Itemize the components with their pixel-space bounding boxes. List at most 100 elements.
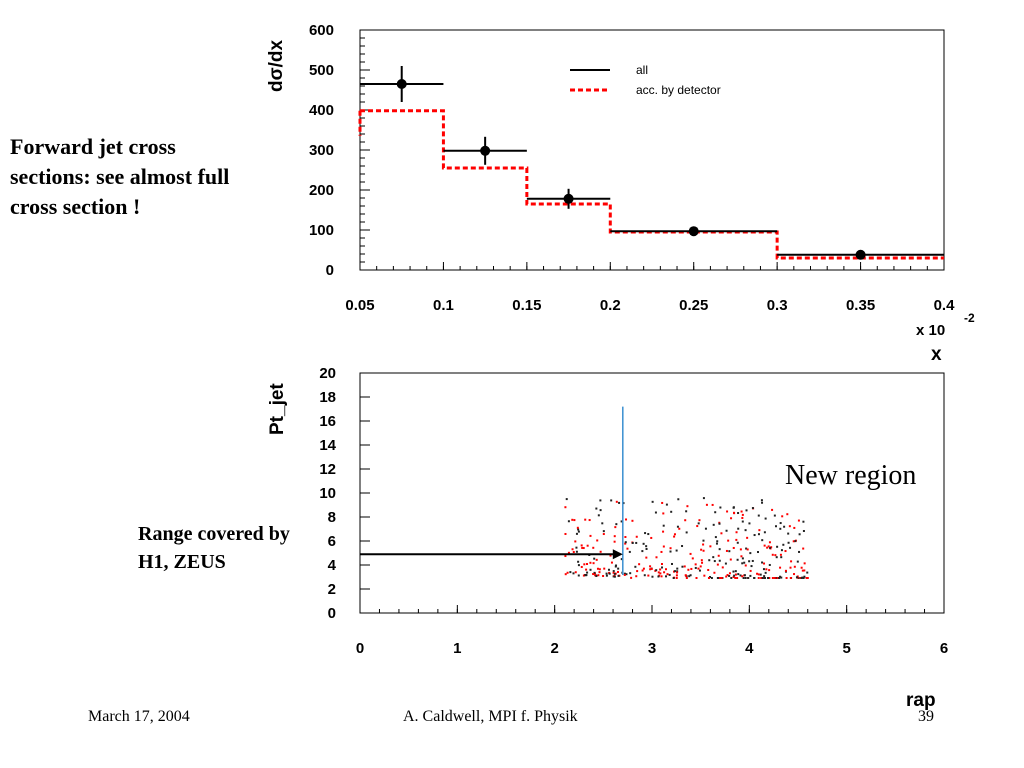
scatter-point — [803, 569, 806, 572]
scatter-point — [588, 519, 591, 522]
scatter-point — [586, 544, 589, 547]
scatter-point — [803, 575, 806, 578]
scatter-point — [730, 577, 733, 579]
scatter-point — [596, 539, 599, 542]
scatter-point — [734, 573, 737, 576]
scatter-point — [663, 571, 666, 574]
scatter-point — [596, 567, 599, 570]
scatter-point — [597, 514, 600, 517]
scatter-point — [647, 574, 650, 577]
scatter-point — [665, 503, 668, 506]
scatter-point — [741, 513, 744, 516]
scatter-point — [756, 551, 759, 554]
top-chart-x-scale-label: x 10 — [916, 322, 945, 339]
scatter-point — [642, 567, 645, 570]
top-y-tick-label: 200 — [309, 182, 334, 199]
scatter-point — [768, 541, 771, 544]
scatter-point — [661, 501, 664, 504]
scatter-point — [676, 571, 679, 574]
scatter-point — [624, 541, 627, 544]
top-chart-ylabel: dσ/dx — [266, 40, 287, 92]
scatter-point — [660, 550, 663, 553]
scatter-point — [567, 551, 570, 554]
top-x-tick-label: 0.2 — [600, 297, 621, 314]
scatter-point — [760, 499, 763, 502]
scatter-point — [599, 509, 602, 512]
scatter-point — [790, 560, 793, 563]
scatter-point — [745, 547, 748, 550]
scatter-point — [683, 565, 686, 568]
scatter-point — [741, 520, 744, 523]
scatter-point — [779, 575, 782, 578]
scatter-point — [615, 500, 618, 503]
scatter-point — [685, 577, 688, 579]
scatter-point — [681, 545, 684, 548]
scatter-point — [774, 525, 777, 528]
scatter-point — [675, 574, 678, 577]
all-data-point — [688, 226, 699, 237]
scatter-point — [798, 533, 801, 536]
scatter-point — [779, 566, 782, 569]
new-region-label: New region — [785, 460, 917, 491]
scatter-point — [744, 529, 747, 532]
scatter-point — [643, 574, 646, 577]
scatter-point — [589, 568, 592, 571]
scatter-point — [610, 561, 613, 564]
bottom-y-tick-label: 0 — [328, 605, 336, 622]
scatter-point — [666, 573, 669, 576]
scatter-point — [624, 535, 627, 538]
scatter-point — [602, 530, 605, 533]
scatter-point — [744, 577, 747, 579]
scatter-point — [635, 541, 638, 544]
bottom-x-tick-label: 1 — [453, 640, 461, 657]
top-y-tick-label: 100 — [309, 222, 334, 239]
scatter-point — [750, 565, 753, 568]
scatter-point — [631, 541, 634, 544]
scatter-point — [644, 532, 647, 535]
bottom-y-tick-label: 12 — [319, 461, 336, 478]
scatter-point — [719, 506, 722, 509]
scatter-point — [659, 568, 662, 571]
all-data-point — [396, 79, 407, 89]
scatter-point — [796, 560, 799, 563]
scatter-point — [802, 577, 805, 579]
scatter-point — [749, 552, 752, 555]
scatter-point — [771, 577, 774, 579]
scatter-point — [594, 574, 597, 577]
bottom-chart-xlabel: rap — [906, 690, 936, 711]
scatter-point — [724, 562, 727, 565]
scatter-point — [761, 501, 764, 504]
scatter-point — [737, 573, 740, 576]
scatter-point — [599, 550, 602, 553]
scatter-point — [749, 569, 752, 572]
scatter-point — [660, 563, 663, 566]
scatter-point — [740, 555, 743, 558]
scatter-point — [631, 519, 634, 522]
scatter-point — [733, 512, 736, 515]
scatter-point — [728, 550, 731, 553]
scatter-point — [635, 575, 638, 578]
scatter-point — [620, 558, 623, 561]
scatter-point — [672, 577, 675, 579]
scatter-point — [689, 552, 692, 555]
scatter-point — [788, 525, 791, 528]
scatter-point — [614, 565, 617, 568]
scatter-point — [676, 570, 679, 573]
scatter-point — [650, 567, 653, 570]
top-chart-xlabel: x — [931, 344, 942, 365]
scatter-point — [635, 535, 638, 538]
scatter-point — [737, 527, 740, 530]
scatter-point — [743, 561, 746, 564]
scatter-point — [608, 572, 611, 575]
scatter-point — [718, 548, 721, 551]
side-note-range-covered: Range covered by H1, ZEUS — [138, 523, 290, 573]
scatter-point — [673, 533, 676, 536]
scatter-point — [737, 512, 740, 515]
scatter-point — [768, 577, 771, 579]
scatter-point — [712, 523, 715, 526]
scatter-point — [571, 548, 574, 551]
top-x-tick-label: 0.1 — [433, 297, 454, 314]
scatter-point — [743, 574, 746, 577]
scatter-point — [641, 569, 644, 572]
